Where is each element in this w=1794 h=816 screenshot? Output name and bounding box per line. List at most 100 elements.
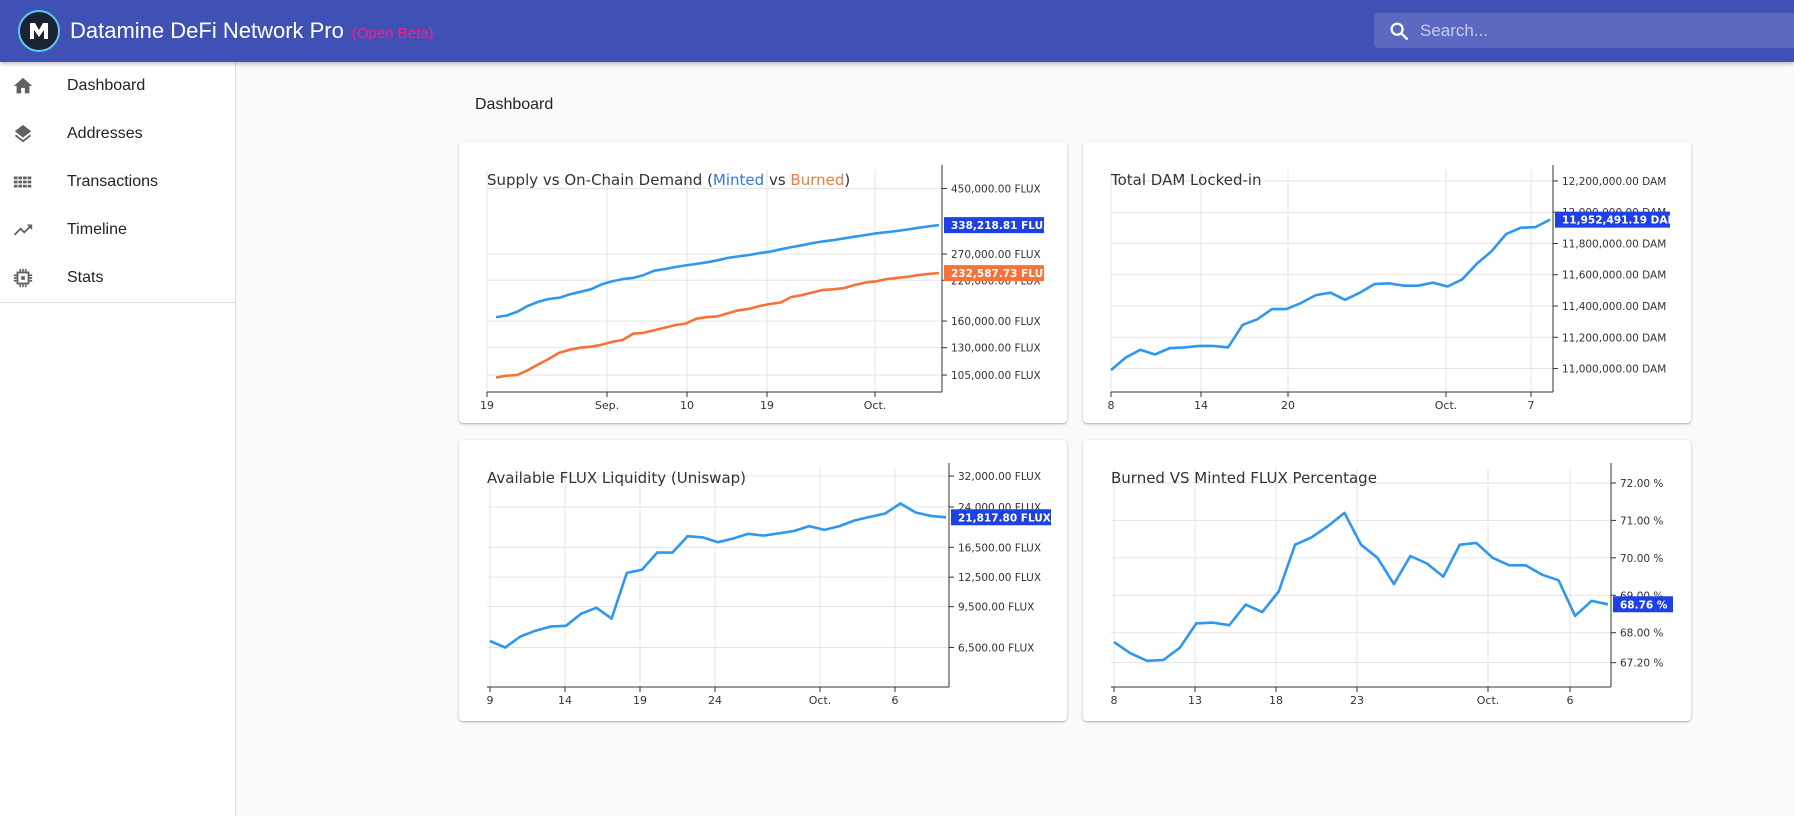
x-tick-label: Oct.	[1477, 694, 1500, 707]
x-tick-label: 19	[480, 399, 494, 412]
y-tick-label: 12,500.00 FLUX	[958, 572, 1041, 584]
y-tick-label: 130,000.00 FLUX	[951, 343, 1041, 355]
y-tick-label: 71.00 %	[1620, 515, 1663, 527]
sidebar: Dashboard Addresses Transactions Timelin…	[0, 62, 236, 816]
sidebar-item-transactions[interactable]: Transactions	[0, 158, 235, 206]
sidebar-item-dashboard[interactable]: Dashboard	[0, 62, 235, 110]
x-tick-label: Sep.	[595, 399, 619, 412]
trending-up-icon	[11, 218, 35, 242]
x-tick-label: 14	[558, 694, 572, 707]
chip-icon	[11, 266, 35, 290]
x-tick-label: 8	[1108, 399, 1115, 412]
last-value-label: 338,218.81 FLUX	[951, 220, 1051, 232]
sidebar-item-label: Timeline	[67, 221, 127, 238]
chart-title-vs: vs	[764, 171, 791, 189]
sidebar-item-label: Addresses	[67, 125, 143, 142]
x-tick-label: 7	[1528, 399, 1535, 412]
x-tick-label: 14	[1194, 399, 1208, 412]
sidebar-item-label: Dashboard	[67, 77, 146, 94]
x-tick-label: 9	[487, 694, 494, 707]
last-value-label: 21,817.80 FLUX	[958, 512, 1051, 524]
y-tick-label: 6,500.00 FLUX	[958, 642, 1034, 654]
x-tick-label: 19	[760, 399, 774, 412]
x-tick-label: 6	[1567, 694, 1574, 707]
beta-badge: (Open Beta)	[351, 25, 434, 42]
search-box[interactable]	[1374, 13, 1794, 48]
chart-title: Burned VS Minted FLUX Percentage	[1111, 469, 1377, 487]
last-value-tag	[1555, 211, 1670, 228]
series-line	[1113, 511, 1609, 663]
series-line	[489, 502, 947, 649]
y-tick-label: 270,000.00 FLUX	[951, 249, 1041, 261]
x-tick-label: 10	[680, 399, 694, 412]
x-tick-label: 19	[633, 694, 647, 707]
x-tick-label: Oct.	[809, 694, 832, 707]
sidebar-item-timeline[interactable]: Timeline	[0, 206, 235, 254]
chart-title: Supply vs On-Chain Demand (Minted vs Bur…	[487, 171, 850, 189]
y-tick-label: 160,000.00 FLUX	[951, 316, 1041, 328]
last-value-tag	[944, 217, 1044, 234]
x-tick-label: Oct.	[864, 399, 887, 412]
x-tick-label: 18	[1269, 694, 1283, 707]
y-tick-label: 11,800,000.00 DAM	[1562, 238, 1666, 250]
y-tick-label: 68.00 %	[1620, 628, 1663, 640]
app-title: Datamine DeFi Network Pro (Open Beta)	[70, 18, 434, 44]
layers-icon	[11, 122, 35, 146]
series-line	[1110, 218, 1551, 372]
y-tick-label: 11,000,000.00 DAM	[1562, 364, 1666, 376]
app-title-text: Datamine DeFi Network Pro	[70, 18, 344, 43]
chart-title: Available FLUX Liquidity (Uniswap)	[487, 469, 747, 487]
chart-title-prefix: Supply vs On-Chain Demand (	[487, 171, 713, 189]
chart-card-supply-demand: 19 Sep. 10 19 Oct. 450,000.00 FLUX 270,000.00 …	[459, 142, 1067, 423]
chart-card-flux-liquidity: 9 14 19 24 Oct. 6 32,000.00 FLUX 24,000.00 FLUX…	[459, 440, 1067, 721]
sidebar-item-stats[interactable]: Stats	[0, 254, 235, 302]
x-tick-label: 6	[892, 694, 899, 707]
chart-title: Total DAM Locked-in	[1111, 171, 1262, 189]
last-value-tag	[944, 265, 1044, 282]
x-tick-label: 20	[1281, 399, 1295, 412]
page-title: Dashboard	[475, 96, 554, 113]
x-tick-label: 8	[1111, 694, 1118, 707]
last-value-tag	[1613, 596, 1673, 613]
last-value-label: 232,587.73 FLUX	[951, 268, 1051, 280]
chart-title-burned: Burned	[790, 171, 845, 189]
y-tick-label: 11,200,000.00 DAM	[1562, 332, 1666, 344]
y-tick-label: 105,000.00 FLUX	[951, 370, 1041, 382]
y-tick-label: 9,500.00 FLUX	[958, 602, 1034, 614]
x-tick-label: 13	[1188, 694, 1202, 707]
datamine-logo-icon[interactable]	[18, 10, 60, 52]
y-tick-label: 450,000.00 FLUX	[951, 184, 1041, 196]
chart-title-suffix: )	[844, 171, 851, 189]
y-tick-label: 72.00 %	[1620, 478, 1663, 490]
y-tick-label: 11,400,000.00 DAM	[1562, 301, 1666, 313]
x-tick-label: 24	[708, 694, 722, 707]
y-tick-label: 11,600,000.00 DAM	[1562, 270, 1666, 282]
app-bar: Datamine DeFi Network Pro (Open Beta)	[0, 0, 1794, 62]
y-tick-label: 12,200,000.00 DAM	[1562, 176, 1666, 188]
y-tick-label: 32,000.00 FLUX	[958, 471, 1041, 483]
x-tick-label: 23	[1350, 694, 1364, 707]
y-tick-label: 67.20 %	[1620, 658, 1663, 670]
sidebar-item-label: Transactions	[67, 173, 158, 190]
supply-demand-chart: 19 Sep. 10 19 Oct. 450,000.00 FLUX 270,000.00 …	[480, 165, 1051, 412]
chart-title-minted: Minted	[712, 171, 765, 189]
last-value-label: 68.76 %	[1620, 599, 1668, 611]
search-icon	[1388, 20, 1410, 47]
last-value-label: 11,952,491.19 DAM	[1562, 215, 1678, 227]
search-input[interactable]	[1420, 13, 1790, 48]
x-tick-label: Oct.	[1435, 399, 1458, 412]
y-tick-label: 70.00 %	[1620, 553, 1663, 565]
last-value-tag	[951, 509, 1051, 526]
sidebar-item-label: Stats	[67, 269, 104, 286]
series-line	[495, 223, 940, 319]
home-icon	[11, 74, 35, 98]
grid-icon	[11, 170, 35, 194]
sidebar-nav: Dashboard Addresses Transactions Timelin…	[0, 62, 235, 303]
sidebar-item-addresses[interactable]: Addresses	[0, 110, 235, 158]
y-tick-label: 16,500.00 FLUX	[958, 542, 1041, 554]
